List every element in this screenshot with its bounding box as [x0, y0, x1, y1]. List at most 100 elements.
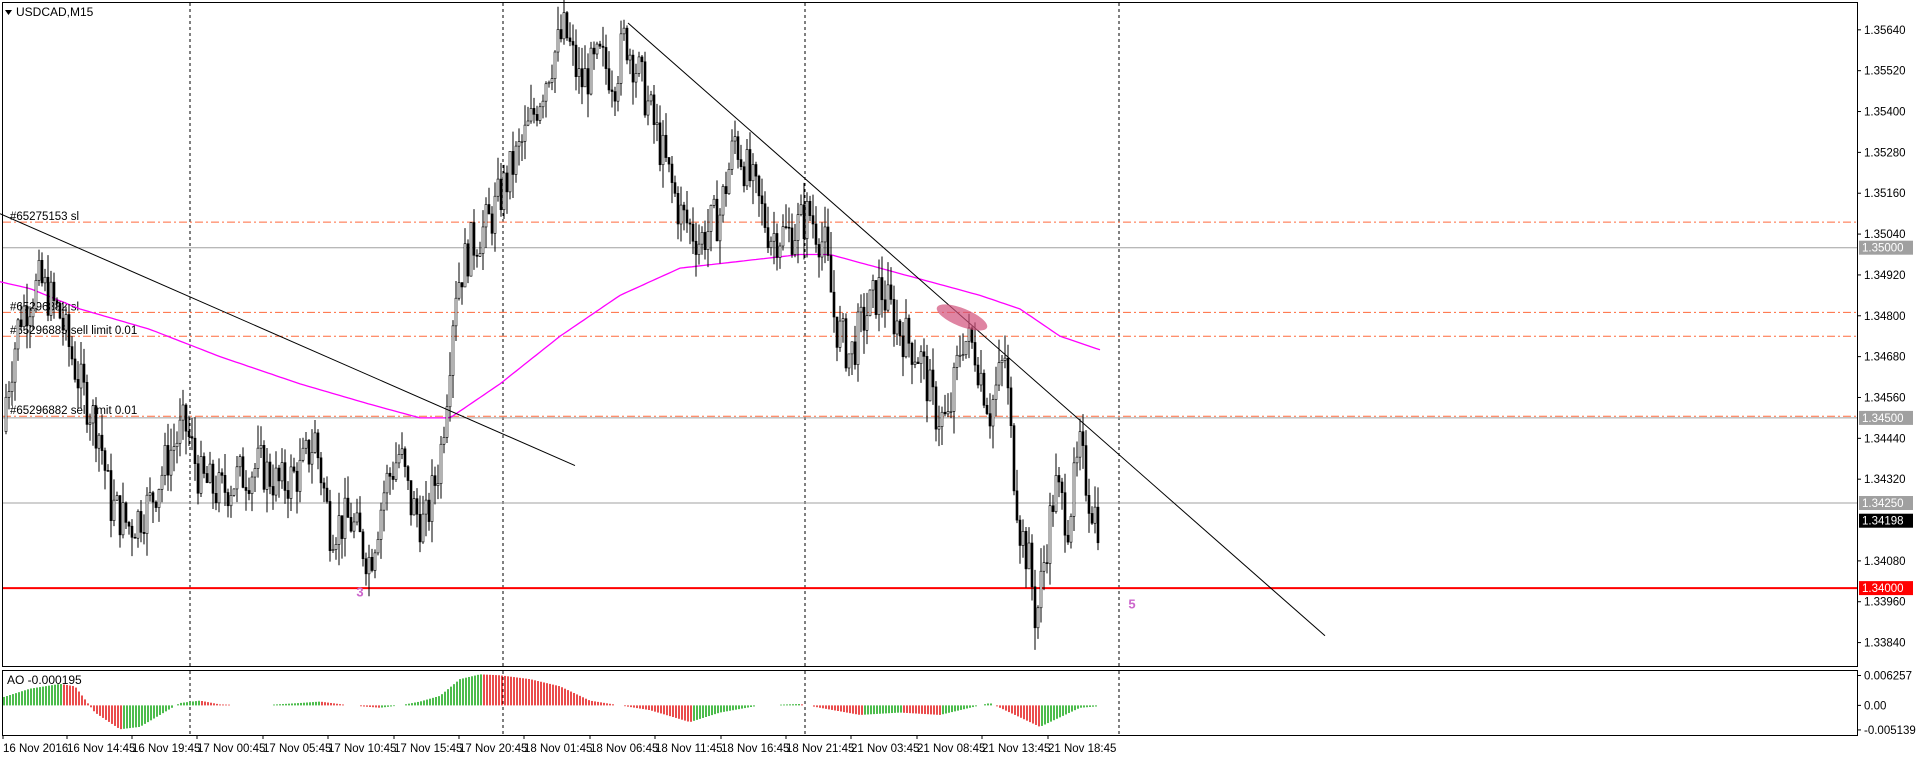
candle-body	[601, 45, 605, 48]
candle-body	[634, 73, 638, 83]
candle-body	[949, 411, 953, 413]
candle-body	[586, 68, 590, 95]
candle-body	[1087, 495, 1091, 514]
candle-body	[766, 227, 770, 248]
candle-body	[403, 448, 407, 467]
y-tick-label: 1.35040	[1864, 229, 1906, 241]
candle-body	[688, 222, 692, 225]
candle-body	[769, 240, 773, 248]
candle-body	[325, 487, 329, 502]
horizontal-levels	[3, 247, 1857, 590]
candle-body	[61, 317, 65, 331]
candle-body	[382, 492, 386, 511]
candle-body	[331, 549, 335, 551]
wave-label: 5	[1128, 597, 1135, 612]
candle-body	[805, 201, 809, 240]
candle-body	[946, 411, 950, 415]
candle-body	[871, 280, 875, 291]
candle-body	[697, 243, 701, 255]
candle-body	[286, 490, 290, 499]
candle-body	[973, 342, 977, 366]
x-tick-label: 18 Nov 11:45	[655, 743, 723, 755]
candle-body	[847, 353, 851, 369]
ao-y-tick-label: 0.00	[1864, 700, 1886, 712]
candle-body	[484, 204, 488, 228]
candle-body	[730, 140, 734, 170]
order-line-label: #65296885 sell limit 0.01	[10, 325, 137, 337]
candle-body	[751, 164, 755, 182]
candle-body	[466, 243, 470, 277]
candle-body	[574, 44, 578, 77]
order-lines[interactable]: #65275153 sl#65296882 sl#65296885 sell l…	[3, 211, 1857, 417]
candle-body	[862, 306, 866, 331]
candle-body	[784, 226, 788, 228]
candle-body	[607, 68, 611, 91]
candle-body	[901, 335, 905, 358]
candle-body	[406, 466, 410, 481]
candle-body	[577, 68, 581, 77]
candle-body	[1018, 519, 1022, 546]
candle-body	[619, 33, 623, 84]
candle-body	[130, 525, 134, 538]
candle-body	[970, 327, 974, 343]
candle-body	[139, 511, 143, 533]
candles	[4, 0, 1100, 650]
candle-body	[79, 363, 83, 389]
x-tick-label: 16 Nov 19:45	[132, 743, 200, 755]
candle-body	[346, 497, 350, 518]
candle-body	[226, 492, 230, 507]
wave-label: 3	[356, 585, 363, 600]
candle-body	[616, 83, 620, 102]
candle-body	[283, 462, 287, 491]
candle-body	[181, 404, 185, 421]
candle-body	[886, 284, 890, 311]
candle-body	[199, 456, 203, 494]
candle-body	[109, 470, 113, 521]
candle-body	[565, 12, 569, 39]
candle-body	[1090, 513, 1094, 524]
candle-body	[343, 497, 347, 539]
x-tick-label: 16 Nov 14:45	[67, 743, 135, 755]
candle-body	[673, 182, 677, 194]
candle-body	[232, 488, 236, 496]
candle-body	[838, 320, 842, 348]
candle-body	[1054, 475, 1058, 512]
candle-body	[958, 354, 962, 357]
candle-body	[481, 226, 485, 254]
candle-body	[580, 68, 584, 88]
candle-body	[445, 406, 449, 438]
symbol-menu-icon[interactable]	[5, 10, 12, 15]
candle-body	[799, 204, 803, 215]
support-price-box	[1859, 581, 1913, 596]
candle-body	[1030, 542, 1034, 588]
candle-body	[427, 499, 431, 522]
candle-body	[433, 475, 437, 486]
candle-body	[895, 320, 899, 335]
candle-body	[154, 501, 158, 508]
candle-body	[496, 178, 500, 197]
candle-body	[457, 282, 461, 299]
candle-body	[1024, 531, 1028, 570]
candle-body	[964, 340, 968, 356]
candle-body	[463, 243, 467, 288]
candle-body	[628, 54, 632, 61]
candle-body	[40, 259, 44, 284]
candle-body	[1084, 445, 1088, 496]
candle-body	[313, 432, 317, 453]
candle-body	[667, 157, 671, 165]
candle-body	[556, 29, 560, 53]
x-tick-label: 17 Nov 15:45	[394, 743, 462, 755]
candle-body	[385, 472, 389, 494]
candle-body	[280, 462, 284, 482]
candle-body	[184, 404, 188, 432]
candle-body	[187, 430, 191, 437]
candle-body	[571, 41, 575, 46]
ao-axis: 0.006257 0.00 -0.005139	[1857, 671, 1916, 737]
candle-body	[1075, 456, 1079, 464]
candle-body	[460, 282, 464, 288]
candle-body	[355, 512, 359, 523]
candle-body	[1021, 531, 1025, 546]
candle-body	[712, 198, 716, 206]
